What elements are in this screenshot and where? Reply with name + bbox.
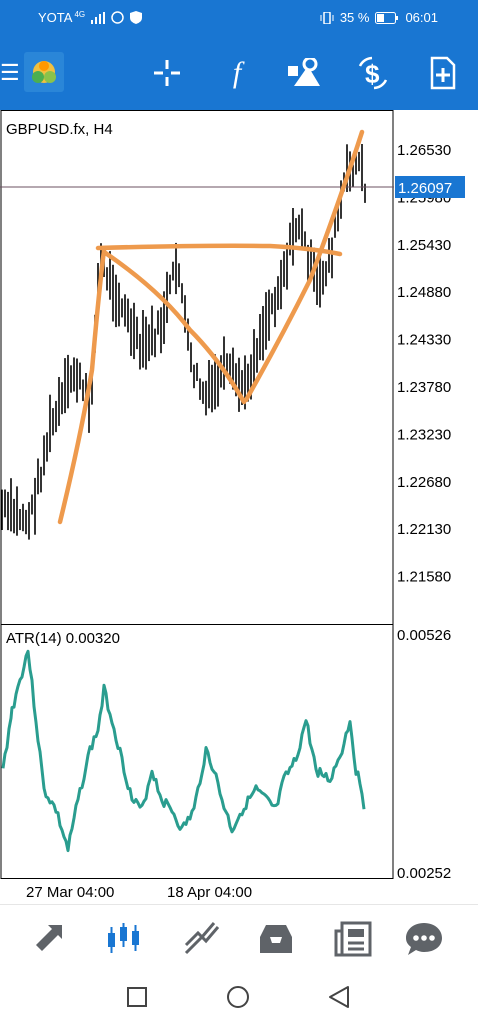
indicator-max-label: 0.00526	[397, 627, 451, 644]
price-axis-label: 1.22680	[397, 474, 451, 491]
indicator-frame	[0, 624, 394, 879]
indicator-label: ATR(14) 0.00320	[6, 630, 120, 647]
menu-icon[interactable]: ☰	[0, 60, 20, 85]
chart-area[interactable]: 1.265301.259801.254301.248801.243301.237…	[0, 110, 478, 904]
objects-icon[interactable]	[288, 58, 320, 88]
home-button[interactable]	[226, 985, 250, 1009]
price-axis-label: 1.23780	[397, 379, 451, 396]
drawing-stroke	[57, 247, 107, 525]
symbol-title: GBPUSD.fx, H4	[6, 121, 113, 138]
chart-svg[interactable]: 1.265301.259801.254301.248801.243301.237…	[0, 110, 478, 904]
new-order-icon[interactable]	[430, 56, 456, 90]
price-axis-label: 1.21580	[397, 569, 451, 586]
price-axis-label: 1.26530	[397, 142, 451, 159]
indicators-icon[interactable]: f	[232, 56, 242, 89]
quotes-tab-icon[interactable]	[30, 919, 70, 959]
vibrate-icon	[320, 11, 334, 24]
whatsapp-icon	[111, 11, 124, 24]
price-axis-label: 1.24330	[397, 332, 451, 349]
news-tab-icon[interactable]	[334, 919, 374, 959]
history-tab-icon[interactable]	[256, 919, 296, 959]
price-candles	[1, 144, 366, 540]
time-label: 18 Apr 04:00	[167, 884, 252, 901]
system-nav-bar	[0, 970, 478, 1024]
drawing-stroke	[101, 249, 247, 405]
recents-button[interactable]	[126, 986, 148, 1008]
price-axis: 1.265301.259801.254301.248801.243301.237…	[397, 142, 451, 586]
messages-tab-icon[interactable]	[404, 919, 444, 959]
current-price-box	[395, 176, 465, 198]
status-bar: YOTA 4G 35 % 06:01	[0, 0, 478, 36]
battery-icon	[375, 11, 399, 24]
price-axis-label: 1.25430	[397, 237, 451, 254]
battery-percent: 35 %	[339, 10, 370, 25]
chart-toolbar: ☰ f $	[0, 36, 478, 110]
indicator-min-label: 0.00252	[397, 865, 451, 882]
shield-icon	[130, 11, 143, 24]
trade-tab-icon[interactable]	[182, 919, 222, 959]
user-drawing[interactable]	[57, 129, 365, 525]
back-button[interactable]	[328, 985, 350, 1009]
atr-line	[1, 649, 366, 853]
bottom-navigation	[0, 904, 478, 970]
crosshair-icon[interactable]	[152, 58, 182, 88]
signal-icon	[91, 11, 106, 24]
chart-tab-icon[interactable]	[104, 919, 144, 959]
clock: 06:01	[405, 10, 438, 25]
carrier-label: YOTA	[38, 10, 73, 25]
time-label: 27 Mar 04:00	[26, 884, 114, 901]
svg-text:$: $	[365, 59, 380, 89]
price-axis-label: 1.23230	[397, 426, 451, 443]
current-price-label: 1.26097	[398, 180, 452, 197]
network-label: 4G	[74, 10, 86, 19]
symbol-change-icon[interactable]: $	[356, 56, 390, 90]
drawing-stroke	[95, 243, 343, 257]
price-axis-label: 1.22130	[397, 521, 451, 538]
app-logo-icon[interactable]	[24, 52, 64, 92]
drawing-stroke	[243, 129, 365, 403]
price-axis-label: 1.24880	[397, 284, 451, 301]
